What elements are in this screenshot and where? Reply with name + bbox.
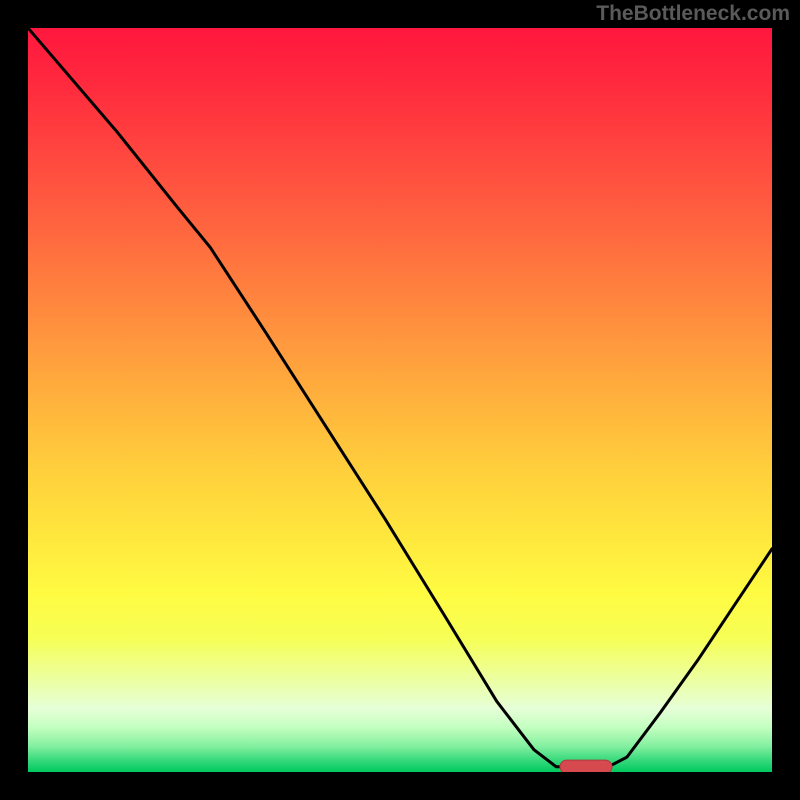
gradient-background <box>28 28 772 772</box>
optimal-marker <box>560 760 612 772</box>
plot-svg <box>28 28 772 772</box>
watermark-text: TheBottleneck.com <box>596 2 790 26</box>
chart-container: TheBottleneck.com <box>0 0 800 800</box>
plot-area <box>28 28 772 772</box>
